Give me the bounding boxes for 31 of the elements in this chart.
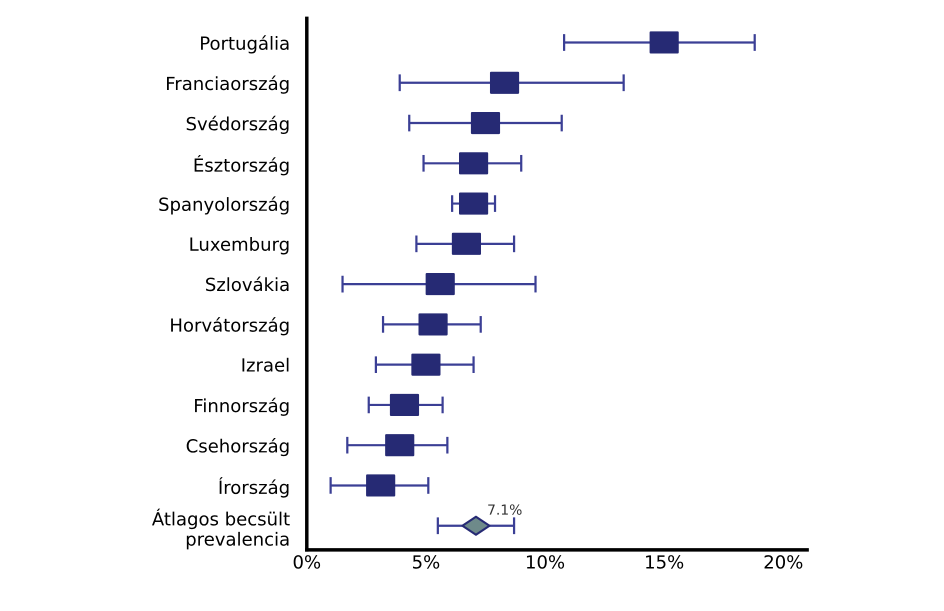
y-tick-label: Csehország: [186, 438, 288, 456]
y-tick-label: Szlovákia: [206, 276, 288, 292]
y-tick-label: Svédország: [186, 116, 288, 134]
point: [426, 273, 455, 296]
point: [366, 474, 396, 497]
point: [470, 112, 500, 134]
point: [650, 31, 679, 54]
point: [418, 313, 448, 336]
annotation: 7.1%: [488, 504, 522, 515]
point: [458, 152, 488, 174]
y-tick-label: Finnország: [195, 398, 288, 416]
point: [490, 72, 520, 94]
point: [390, 394, 420, 416]
y-tick-label: Spanyolország: [159, 196, 288, 215]
y-tick-label: Horvátország: [171, 317, 288, 336]
x-tick-label: 5%: [412, 555, 440, 569]
point: [452, 232, 482, 255]
y-tick-label: Írország: [219, 477, 288, 498]
y-tick-label: Átlagos becsült prevalencia: [152, 508, 290, 550]
x-tick-label: 0%: [294, 555, 320, 569]
y-tick-label: Észtország: [194, 154, 288, 176]
x-tick-label: 15%: [646, 555, 684, 569]
x-tick-label: 20%: [764, 555, 802, 569]
y-tick-label: Portugália: [201, 35, 288, 54]
y-tick-label: Izrael: [242, 358, 288, 372]
point: [458, 192, 488, 215]
y-tick-label: Luxemburg: [190, 236, 288, 254]
x-tick-label: 10%: [526, 555, 564, 569]
point: [385, 434, 414, 456]
y-tick-label: Franciaország: [167, 76, 288, 94]
point: [411, 354, 441, 376]
